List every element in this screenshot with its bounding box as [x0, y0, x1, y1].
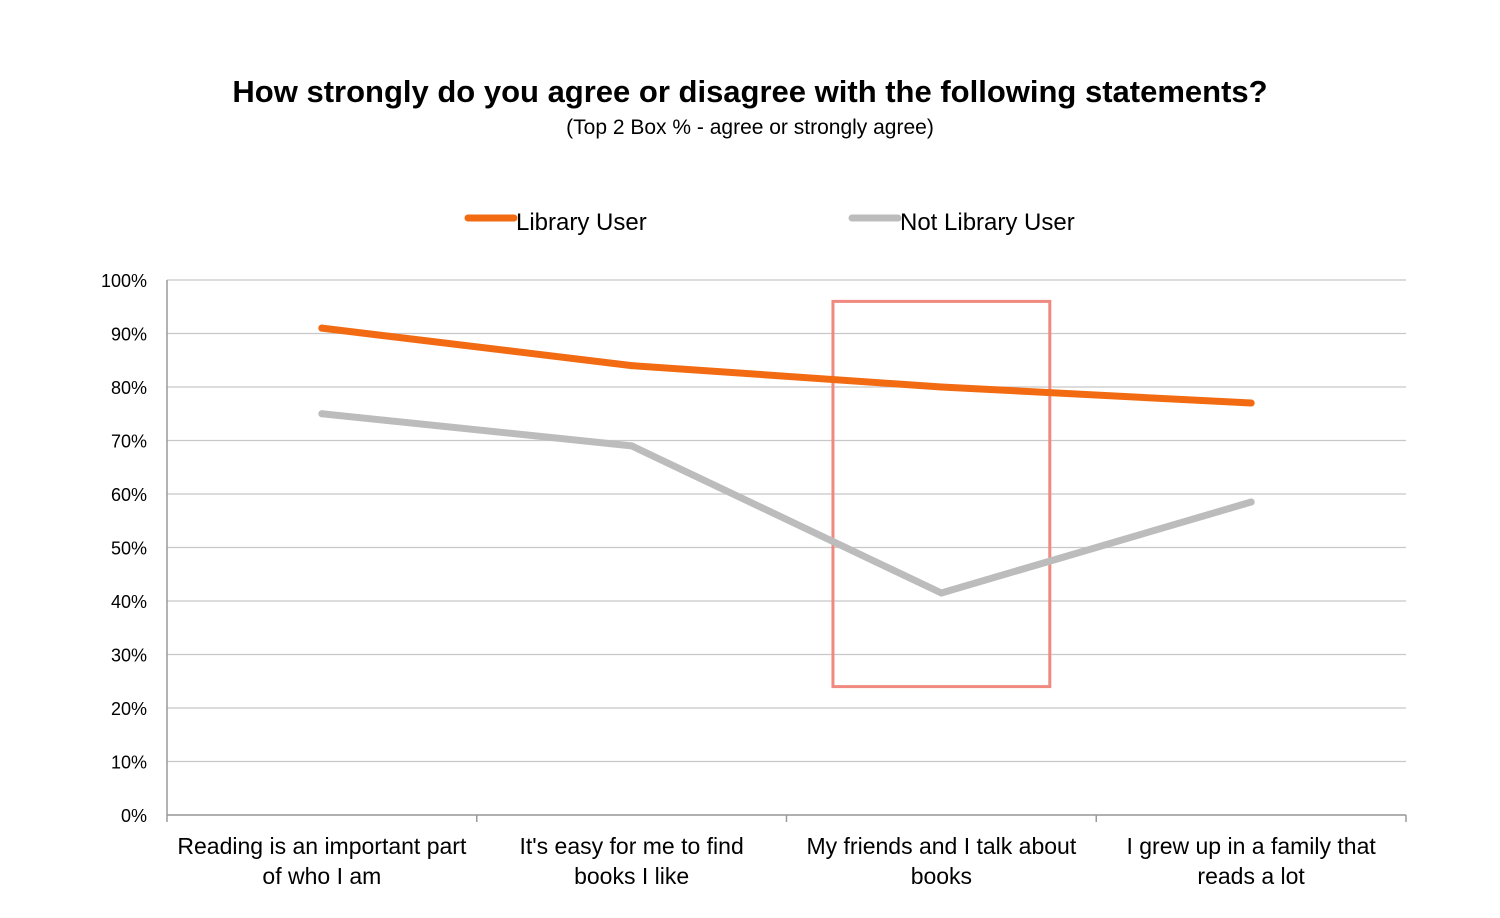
not-library-user-point: [1247, 498, 1255, 506]
library-user-point: [318, 324, 326, 332]
x-category-label-line: I grew up in a family that: [1126, 833, 1376, 859]
library-user-point: [1247, 399, 1255, 407]
y-tick-label: 20%: [111, 699, 147, 719]
not-library-user-legend-label: Not Library User: [900, 209, 1075, 236]
x-category-label-line: Reading is an important part: [177, 833, 467, 859]
x-category-label-line: books I like: [574, 863, 689, 889]
library-user-point: [628, 362, 636, 370]
y-tick-label: 70%: [111, 432, 147, 452]
library-user-legend-label: Library User: [516, 209, 647, 236]
not-library-user-point: [628, 442, 636, 450]
y-tick-label: 100%: [101, 271, 147, 291]
library-user-point: [937, 383, 945, 391]
gridlines: [167, 279, 1406, 816]
x-category-label-line: reads a lot: [1197, 863, 1305, 889]
x-category-label-line: books: [911, 863, 972, 889]
highlight-box-group: [831, 299, 1052, 689]
legend: Library User Not Library User: [464, 209, 1075, 236]
library-user-line: [318, 324, 1255, 407]
x-category-label-line: It's easy for me to find: [519, 833, 743, 859]
not-library-user-point: [937, 589, 945, 597]
y-tick-label: 90%: [111, 325, 147, 345]
series-lines: [318, 324, 1255, 597]
not-library-user-line: [318, 410, 1255, 597]
y-tick-label: 60%: [111, 485, 147, 505]
y-tick-label: 10%: [111, 753, 147, 773]
y-tick-label: 40%: [111, 592, 147, 612]
y-tick-label: 30%: [111, 646, 147, 666]
x-category-label: Reading is an important part of who I am: [177, 833, 467, 889]
x-category-label: My friends and I talk about books: [806, 833, 1076, 889]
y-tick-label: 0%: [121, 806, 147, 826]
x-category-label-line: My friends and I talk about: [806, 833, 1076, 859]
y-tick-label: 80%: [111, 378, 147, 398]
x-category-label-line: of who I am: [262, 863, 381, 889]
x-category-label: I grew up in a family that reads a lot: [1126, 833, 1376, 889]
y-tick-label: 50%: [111, 539, 147, 559]
x-category-label: It's easy for me to find books I like: [519, 833, 743, 889]
chart-title: How strongly do you agree or disagree wi…: [232, 74, 1268, 109]
highlight-box: [831, 299, 1052, 689]
axes: 0% 10% 20% 30% 40% 50% 60% 70% 80% 90% 100% Reading…: [101, 271, 1407, 889]
chart-subtitle: (Top 2 Box % - agree or strongly agree): [566, 116, 934, 139]
not-library-user-point: [318, 410, 326, 418]
